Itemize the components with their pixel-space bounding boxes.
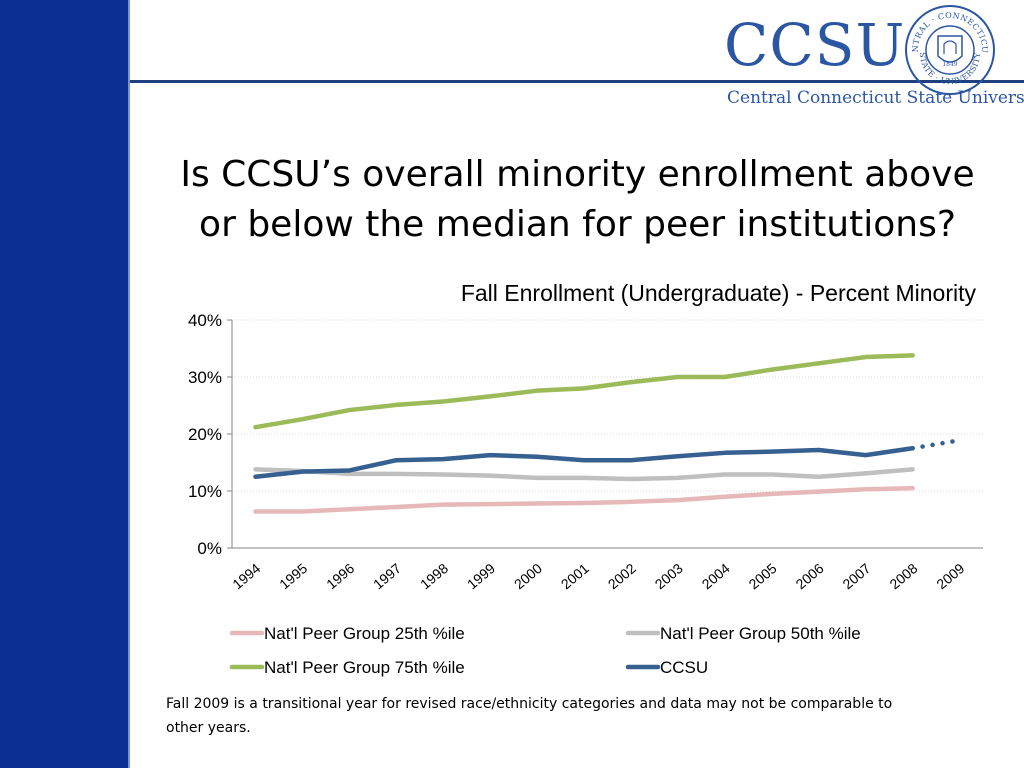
chart-title: Fall Enrollment (Undergraduate) - Percen… — [461, 280, 977, 306]
y-tick-label: 20% — [188, 425, 222, 444]
ccsu-wordmark: CCSU — [724, 11, 906, 79]
x-tick-label: 2007 — [839, 560, 873, 592]
series-dotted-extension-ccsu — [910, 438, 962, 451]
y-tick-label: 0% — [197, 539, 222, 558]
x-tick-label: 1998 — [417, 560, 451, 592]
svg-text:CENTRAL · CONNECTICUT ·: CENTRAL · CONNECTICUT · — [904, 4, 989, 53]
legend-label: CCSU — [660, 658, 708, 677]
x-tick-label: 2006 — [792, 560, 826, 592]
legend-label: Nat'l Peer Group 25th %ile — [264, 624, 465, 643]
slide-title-line-2: or below the median for peer institution… — [199, 204, 956, 245]
x-tick-label: 2005 — [746, 560, 780, 592]
y-tick-label: 40% — [188, 311, 222, 330]
y-tick-label: 10% — [188, 482, 222, 501]
seal-year: 1849 — [942, 61, 957, 68]
header-divider — [130, 80, 1024, 83]
legend-label: Nat'l Peer Group 50th %ile — [660, 624, 861, 643]
series-line-nat-l-peer-group-75th-ile — [253, 353, 915, 430]
x-tick-label: 2001 — [558, 560, 592, 592]
y-tick-label: 30% — [188, 368, 222, 387]
seal-text-top: CENTRAL · CONNECTICUT · — [904, 4, 989, 53]
x-tick-label: 2002 — [605, 560, 639, 592]
x-tick-label: 2009 — [933, 560, 967, 592]
series-line-nat-l-peer-group-25th-ile — [253, 485, 915, 514]
x-tick-label: 2004 — [699, 560, 733, 592]
series-line-ccsu — [253, 446, 915, 479]
slide-title: Is CCSU’s overall minority enrollment ab… — [145, 150, 1010, 250]
university-seal-icon: CENTRAL · CONNECTICUT · STATE · UNIVERSI… — [904, 4, 995, 95]
legend-label: Nat'l Peer Group 75th %ile — [264, 658, 465, 677]
left-sidebar-bar — [0, 0, 130, 768]
x-tick-label: 1999 — [464, 560, 498, 592]
x-tick-label: 1997 — [370, 560, 404, 592]
footnote: Fall 2009 is a transitional year for rev… — [166, 696, 893, 736]
enrollment-line-chart: Fall Enrollment (Undergraduate) - Percen… — [188, 280, 983, 677]
x-tick-label: 2000 — [511, 560, 545, 592]
slide-title-line-1: Is CCSU’s overall minority enrollment ab… — [180, 154, 975, 195]
x-tick-label: 1995 — [276, 560, 310, 592]
series-line-nat-l-peer-group-50th-ile — [253, 467, 915, 482]
x-tick-label: 1994 — [229, 560, 263, 592]
x-tick-label: 2008 — [886, 560, 920, 592]
x-tick-label: 1996 — [323, 560, 357, 592]
university-name: Central Connecticut State University — [727, 88, 1024, 108]
x-tick-label: 2003 — [652, 560, 686, 592]
